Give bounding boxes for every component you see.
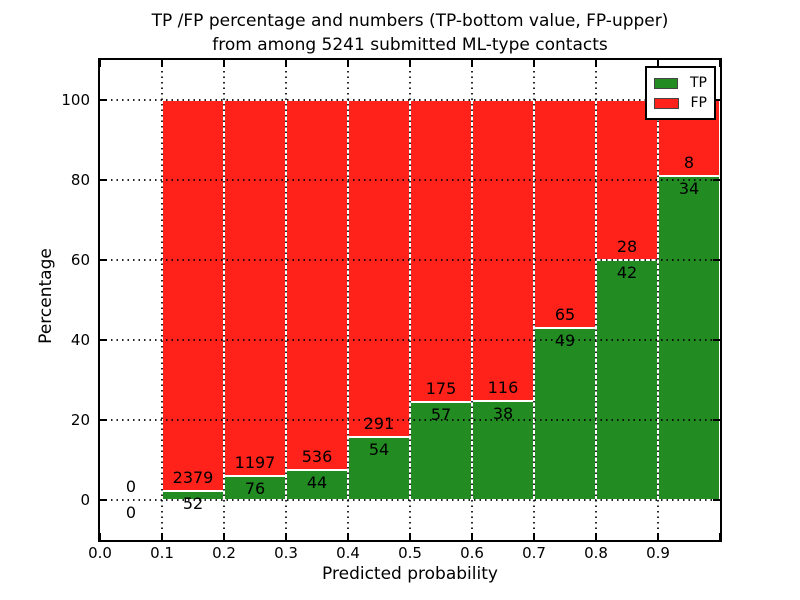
x-tick-label: 0.5 bbox=[398, 544, 422, 562]
x-tick-top bbox=[719, 60, 721, 67]
x-tick-bottom bbox=[719, 533, 721, 540]
bar-label-tp: 44 bbox=[306, 472, 328, 492]
x-tick-top bbox=[471, 60, 473, 67]
x-tick-label: 0.3 bbox=[274, 544, 298, 562]
bar-segment-tp bbox=[534, 328, 596, 500]
bar-label-tp: 42 bbox=[616, 263, 638, 282]
bar-segment-fp bbox=[410, 100, 472, 402]
y-tick-left bbox=[100, 179, 107, 181]
x-tick-label: 0.1 bbox=[150, 544, 174, 562]
x-tick-top bbox=[99, 60, 101, 67]
x-tick-top bbox=[223, 60, 225, 67]
bar-label-tp: 54 bbox=[368, 440, 390, 460]
bar-segment-fp bbox=[162, 100, 224, 492]
bar-segment-fp bbox=[224, 100, 286, 477]
legend-label-tp: TP bbox=[690, 75, 707, 91]
y-tick-label: 80 bbox=[70, 171, 90, 189]
x-tick-bottom bbox=[223, 533, 225, 540]
bar-label-tp: 49 bbox=[554, 331, 576, 351]
x-tick-top bbox=[533, 60, 535, 67]
legend-entry-tp: TP bbox=[654, 73, 707, 93]
x-tick-bottom bbox=[533, 533, 535, 540]
legend-label-fp: FP bbox=[690, 95, 708, 111]
chart-title-line2: from among 5241 submitted ML-type contac… bbox=[212, 35, 608, 55]
bar-label-fp: 536 bbox=[301, 446, 333, 466]
bar-segment-tp bbox=[596, 260, 658, 500]
chart-title: TP /FP percentage and numbers (TP-bottom… bbox=[152, 9, 669, 57]
x-tick-top bbox=[161, 60, 163, 67]
bar-label-tp: 52 bbox=[182, 494, 204, 514]
bar-label-tp: 76 bbox=[244, 479, 266, 499]
bar-label-tp: 0 bbox=[125, 503, 137, 522]
x-tick-top bbox=[347, 60, 349, 67]
y-tick-label: 0 bbox=[80, 491, 90, 509]
y-tick-label: 60 bbox=[70, 251, 90, 269]
bar-label-fp: 28 bbox=[616, 237, 638, 256]
x-tick-bottom bbox=[285, 533, 287, 540]
bar-segment-fp bbox=[596, 100, 658, 260]
bar-label-fp: 291 bbox=[363, 414, 395, 434]
bar-label-tp: 57 bbox=[430, 404, 452, 424]
x-tick-label: 0.8 bbox=[584, 544, 608, 562]
bar-label-fp: 175 bbox=[425, 378, 457, 398]
x-tick-top bbox=[285, 60, 287, 67]
chart-title-line1: TP /FP percentage and numbers (TP-bottom… bbox=[151, 11, 669, 31]
legend-entry-fp: FP bbox=[654, 93, 707, 113]
x-tick-bottom bbox=[595, 533, 597, 540]
y-tick-left bbox=[100, 499, 107, 501]
x-tick-top bbox=[595, 60, 597, 67]
y-tick-label: 20 bbox=[70, 411, 90, 429]
bar-label-fp: 116 bbox=[487, 378, 519, 398]
x-tick-label: 0.2 bbox=[212, 544, 236, 562]
x-tick-bottom bbox=[409, 533, 411, 540]
bar-label-fp: 2379 bbox=[172, 468, 214, 488]
y-tick-label: 100 bbox=[61, 91, 90, 109]
y-tick-left bbox=[100, 99, 107, 101]
y-tick-left bbox=[100, 339, 107, 341]
bar-label-tp: 38 bbox=[492, 404, 514, 424]
x-axis-label: Predicted probability bbox=[322, 564, 498, 584]
x-tick-top bbox=[409, 60, 411, 67]
x-tick-label: 0.9 bbox=[646, 544, 670, 562]
legend: TP FP bbox=[645, 66, 716, 120]
x-tick-bottom bbox=[347, 533, 349, 540]
bar-segment-fp bbox=[534, 100, 596, 329]
x-tick-label: 0.7 bbox=[522, 544, 546, 562]
bar-label-tp: 34 bbox=[678, 179, 700, 199]
x-tick-bottom bbox=[657, 533, 659, 540]
x-tick-label: 0.4 bbox=[336, 544, 360, 562]
bar-label-fp: 0 bbox=[125, 477, 137, 496]
bar-label-fp: 8 bbox=[683, 153, 695, 173]
bar-label-fp: 1197 bbox=[234, 453, 276, 473]
x-tick-label: 0.0 bbox=[88, 544, 112, 562]
bar-segment-tp bbox=[658, 176, 720, 500]
bar-segment-tp bbox=[410, 401, 472, 500]
x-tick-bottom bbox=[471, 533, 473, 540]
y-tick-label: 40 bbox=[70, 331, 90, 349]
x-tick-bottom bbox=[161, 533, 163, 540]
legend-swatch-tp-icon bbox=[654, 77, 678, 89]
x-tick-bottom bbox=[99, 533, 101, 540]
y-tick-left bbox=[100, 259, 107, 261]
y-tick-left bbox=[100, 419, 107, 421]
bar-segment-fp bbox=[348, 100, 410, 438]
bar-label-fp: 65 bbox=[554, 305, 576, 325]
legend-swatch-fp-icon bbox=[654, 97, 679, 109]
x-tick-label: 0.6 bbox=[460, 544, 484, 562]
bar-segment-fp bbox=[286, 100, 348, 470]
bar-segment-fp bbox=[472, 100, 534, 402]
